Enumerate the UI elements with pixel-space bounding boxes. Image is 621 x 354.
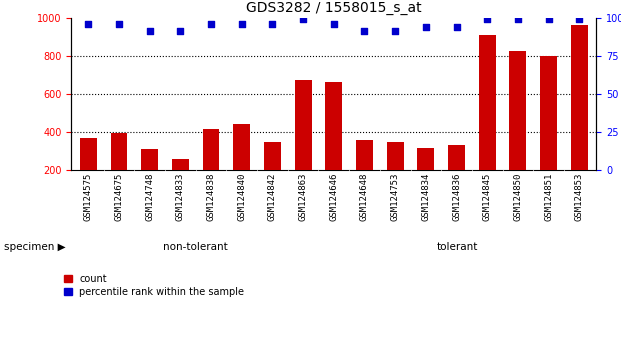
Point [114,21,124,27]
Text: GSM124851: GSM124851 [544,173,553,221]
Text: GSM124840: GSM124840 [237,173,247,221]
Point [268,21,278,27]
Bar [111,133,127,170]
Text: GSM124833: GSM124833 [176,173,185,221]
Text: GSM124863: GSM124863 [299,173,307,221]
Bar [233,124,250,170]
Text: GSM124646: GSM124646 [329,173,338,221]
Text: GSM124853: GSM124853 [575,173,584,221]
Point [483,16,492,22]
Bar [417,148,434,170]
Point [329,21,339,27]
Bar [571,25,587,170]
Point [574,16,584,22]
Point [360,29,369,34]
Bar [448,145,465,170]
Bar [325,82,342,170]
Point [543,16,553,22]
Point [145,29,155,34]
Legend: count, percentile rank within the sample: count, percentile rank within the sample [64,274,245,297]
Text: non-tolerant: non-tolerant [163,242,227,252]
Text: GSM124648: GSM124648 [360,173,369,221]
Text: specimen ▶: specimen ▶ [4,242,66,252]
Point [298,16,308,22]
Point [83,21,93,27]
Title: GDS3282 / 1558015_s_at: GDS3282 / 1558015_s_at [246,1,422,15]
Bar [509,51,527,170]
Point [451,24,461,30]
Bar [141,149,158,170]
Text: GSM124834: GSM124834 [421,173,430,221]
Text: GSM124842: GSM124842 [268,173,277,221]
Point [175,29,185,34]
Bar [356,140,373,170]
Text: GSM124836: GSM124836 [452,173,461,221]
Bar [172,159,189,170]
Bar [202,129,219,170]
Text: GSM124753: GSM124753 [391,173,400,221]
Text: GSM124575: GSM124575 [84,173,93,221]
Text: GSM124838: GSM124838 [207,173,215,221]
Text: GSM124748: GSM124748 [145,173,154,221]
Point [237,21,247,27]
Bar [294,80,312,170]
Point [390,29,400,34]
Point [513,16,523,22]
Text: GSM124845: GSM124845 [483,173,492,221]
Text: GSM124675: GSM124675 [114,173,124,221]
Bar [479,35,496,170]
Point [421,24,431,30]
Bar [540,56,557,170]
Text: tolerant: tolerant [437,242,478,252]
Bar [387,142,404,170]
Point [206,21,216,27]
Bar [264,142,281,170]
Text: GSM124850: GSM124850 [514,173,522,221]
Bar [80,138,97,170]
